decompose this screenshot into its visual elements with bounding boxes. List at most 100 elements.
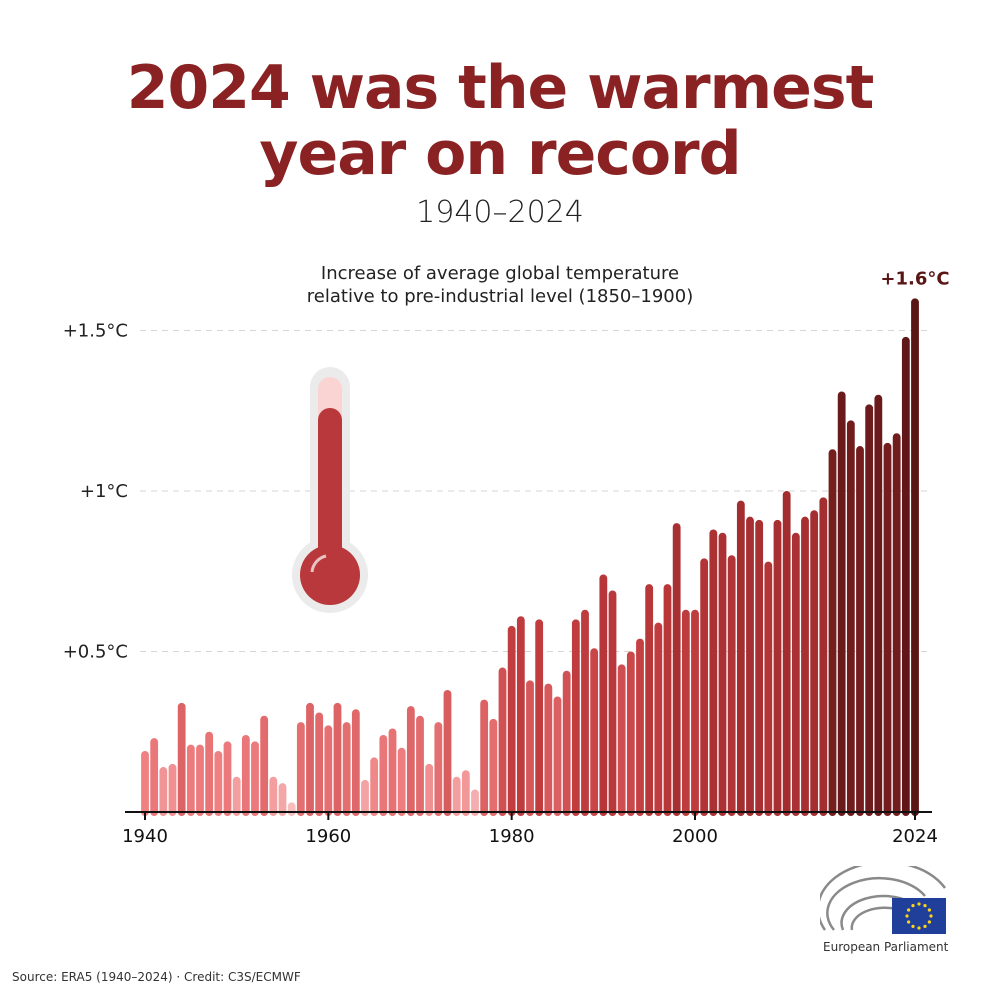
bar-1988 <box>581 609 589 816</box>
chart-subtitle: 1940–2024 <box>416 195 584 230</box>
bar-1959 <box>315 712 324 816</box>
x-tick-label: 1940 <box>122 826 168 847</box>
bar-2000 <box>691 609 699 816</box>
bar-1989 <box>590 648 599 816</box>
bar-2012 <box>801 516 809 816</box>
bar-1950 <box>232 776 241 816</box>
bar-2006 <box>746 516 754 816</box>
bar-1995 <box>645 584 654 816</box>
y-tick-label: +0.5°C <box>63 642 128 663</box>
bar-1941 <box>150 738 159 816</box>
bar-1978 <box>489 718 498 816</box>
max-value-label: +1.6°C <box>880 268 949 289</box>
bar-2020 <box>874 394 883 816</box>
bar-1992 <box>617 664 626 816</box>
eu-star <box>907 920 911 924</box>
x-tick-label: 2000 <box>672 826 718 847</box>
bar-2019 <box>865 404 874 816</box>
bar-1943 <box>168 763 177 816</box>
bar-1951 <box>241 734 250 816</box>
bar-1963 <box>351 709 360 816</box>
bar-1961 <box>333 702 342 816</box>
bar-1962 <box>342 722 351 816</box>
bar-2016 <box>837 391 846 816</box>
bar-2023 <box>901 336 910 816</box>
european-parliament-logo <box>816 860 950 940</box>
bar-2011 <box>791 532 800 816</box>
x-tick-label: 2024 <box>892 826 938 847</box>
bar-1942 <box>159 767 168 816</box>
eu-star <box>923 924 927 928</box>
bar-2021 <box>883 442 892 816</box>
bar-1980 <box>507 625 516 816</box>
bar-2002 <box>709 529 718 816</box>
thermometer-icon <box>292 367 368 613</box>
bar-2005 <box>736 500 745 816</box>
x-tick-label: 1980 <box>489 826 535 847</box>
bar-2009 <box>773 519 782 816</box>
eu-star <box>927 908 931 912</box>
chart-title: 2024 was the warmest year on record <box>0 55 1000 187</box>
bar-2018 <box>856 446 864 816</box>
bar-1944 <box>177 702 186 816</box>
bar-2024 <box>911 298 919 816</box>
bar-1977 <box>480 699 489 816</box>
title-line-1: 2024 was the warmest <box>126 53 875 123</box>
bar-1946 <box>196 744 204 816</box>
y-tick-label: +1.5°C <box>63 321 128 342</box>
bar-2003 <box>718 532 727 816</box>
bar-1960 <box>324 725 333 816</box>
bar-1956 <box>287 802 296 816</box>
y-tick-label: +1°C <box>80 481 128 502</box>
bar-1981 <box>516 616 525 816</box>
bar-2010 <box>782 491 791 816</box>
bar-2013 <box>810 510 819 816</box>
bar-1983 <box>535 619 544 816</box>
bar-1971 <box>425 763 434 816</box>
bar-1991 <box>608 590 617 816</box>
bar-1958 <box>306 702 314 816</box>
bar-1999 <box>681 609 690 816</box>
bar-1984 <box>544 683 553 816</box>
bar-2007 <box>755 519 764 816</box>
bar-1953 <box>260 715 269 816</box>
bar-1970 <box>416 715 424 816</box>
bar-2001 <box>700 558 709 816</box>
bar-1952 <box>251 741 259 816</box>
bar-2017 <box>846 420 855 816</box>
bar-2014 <box>819 497 828 816</box>
bar-1940 <box>141 751 149 816</box>
bar-1974 <box>452 776 461 816</box>
bar-1966 <box>379 734 388 816</box>
eu-star <box>917 926 921 930</box>
bar-1993 <box>626 651 635 816</box>
hemicycle-flag-icon <box>816 860 947 934</box>
eu-star <box>911 924 915 928</box>
eu-star <box>927 920 931 924</box>
bar-1990 <box>599 574 608 816</box>
bar-1997 <box>663 584 672 816</box>
x-tick-label: 1960 <box>305 826 351 847</box>
bar-1969 <box>406 706 415 816</box>
description-line-2: relative to pre-industrial level (1850–1… <box>306 286 694 307</box>
bar-1973 <box>443 690 452 816</box>
bar-1976 <box>471 789 479 816</box>
bar-1955 <box>278 783 287 816</box>
bar-2008 <box>764 561 773 816</box>
bar-1954 <box>269 776 278 816</box>
bar-2022 <box>892 433 901 816</box>
bar-1998 <box>672 523 681 816</box>
bar-2004 <box>727 555 736 816</box>
bar-1975 <box>461 770 470 816</box>
bar-1982 <box>526 680 534 816</box>
bar-1967 <box>388 728 397 816</box>
eu-star <box>923 904 927 908</box>
bar-1945 <box>186 744 195 816</box>
bar-1965 <box>370 757 379 816</box>
eu-star <box>905 914 909 918</box>
bar-1979 <box>498 667 507 816</box>
bar-1948 <box>214 751 223 816</box>
bar-1947 <box>205 731 214 816</box>
bar-1987 <box>571 619 580 816</box>
bar-1968 <box>397 747 406 816</box>
